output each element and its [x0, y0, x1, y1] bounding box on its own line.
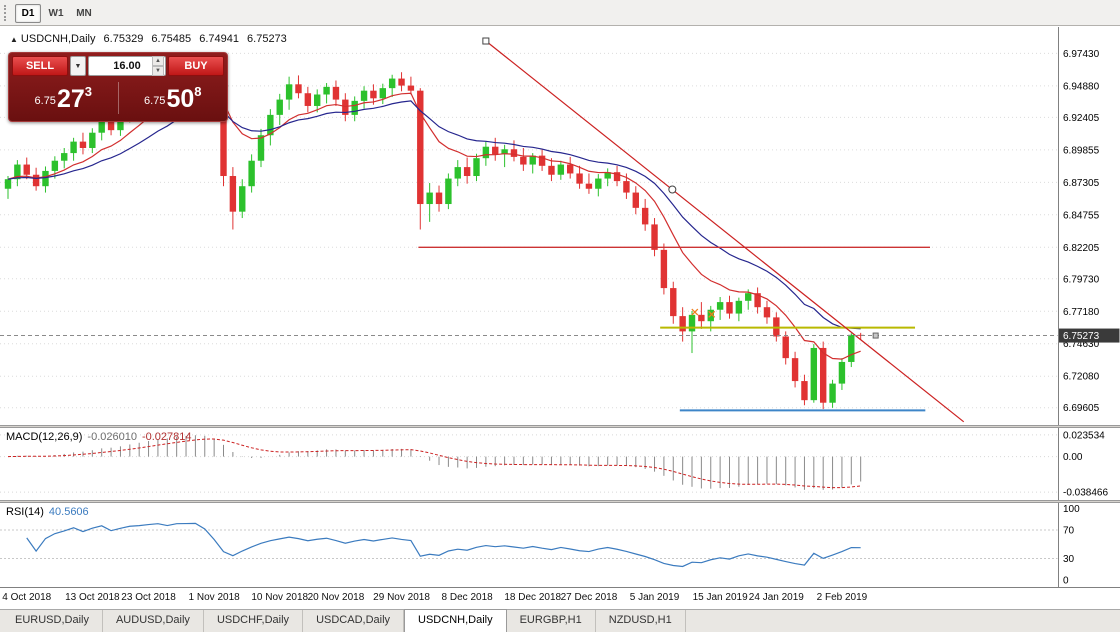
tab-eurgbp-h1[interactable]: EURGBP,H1 [507, 610, 596, 632]
buy-price-base: 6.75 [144, 94, 166, 107]
rsi-label: RSI(14) 40.5606 [6, 506, 89, 518]
tab-nzdusd-h1[interactable]: NZDUSD,H1 [596, 610, 686, 632]
svg-text:6.74630: 6.74630 [1063, 339, 1100, 350]
tab-usdchf-daily[interactable]: USDCHF,Daily [204, 610, 304, 632]
price-chart[interactable]: 6.97430 6.94880 6.92405 6.89855 6.87305 6.847… [0, 27, 1120, 425]
svg-text:70: 70 [1063, 526, 1075, 537]
tab-eurusd-daily[interactable]: EURUSD,Daily [2, 610, 103, 632]
chart-corner-label: ▲ USDCNH,Daily 6.75329 6.75485 6.74941 6.… [10, 33, 292, 45]
svg-text:6.69605: 6.69605 [1063, 403, 1100, 414]
svg-text:0.00: 0.00 [1063, 452, 1083, 463]
time-axis-label: 18 Dec 2018 [504, 592, 562, 603]
main-chart-panel: 6.97430 6.94880 6.92405 6.89855 6.87305 6.847… [0, 27, 1120, 425]
rsi-chart[interactable]: 100 70 30 0 [0, 503, 1120, 587]
sell-price-pipette: 3 [84, 83, 92, 99]
svg-text:6.72080: 6.72080 [1063, 372, 1100, 383]
lot-spinner: ▲ ▼ [152, 56, 164, 76]
svg-text:6.79730: 6.79730 [1063, 274, 1100, 285]
time-axis-label: 27 Dec 2018 [560, 592, 618, 603]
sell-price-pips: 27 [56, 84, 85, 113]
tab-audusd-daily[interactable]: AUDUSD,Daily [103, 610, 204, 632]
rsi-value: 40.5606 [48, 506, 89, 518]
ohlc-high: 6.75485 [151, 33, 192, 45]
chart-symbol-title: USDCNH,Daily [20, 33, 96, 45]
buy-price-pips: 50 [166, 84, 195, 113]
sell-price-display[interactable]: 6.75273 [9, 85, 118, 112]
one-click-trading-panel: SELL ▼ 16.00 ▲ ▼ BUY 6.75273 6.75508 [8, 52, 228, 122]
time-axis-label: 4 Oct 2018 [2, 592, 52, 603]
sell-button[interactable]: SELL [12, 56, 68, 76]
panel-splitter[interactable] [0, 425, 1120, 428]
time-axis-label: 2 Feb 2019 [816, 592, 868, 603]
lot-increase-button[interactable]: ▲ [152, 56, 164, 66]
macd-panel: 0.023534 0.00 -0.038466 MACD(12,26,9) -0.02… [0, 428, 1120, 500]
macd-signal-line [7, 438, 861, 489]
panel-splitter[interactable] [0, 500, 1120, 503]
tab-usdcnh-daily[interactable]: USDCNH,Daily [404, 609, 507, 632]
lot-size-field[interactable]: 16.00 ▲ ▼ [88, 56, 166, 76]
macd-chart[interactable]: 0.023534 0.00 -0.038466 [0, 428, 1120, 500]
trendline [485, 40, 965, 423]
trendline-handle [482, 37, 490, 45]
chevron-down-icon: ▼ [74, 62, 82, 70]
rsi-panel: 100 70 30 0 RSI(14) 40.5606 [0, 503, 1120, 587]
period-buttons-group: D1 W1 MN [14, 3, 98, 23]
period-button-w1[interactable]: W1 [43, 4, 69, 23]
time-axis[interactable]: 4 Oct 2018 13 Oct 2018 23 Oct 2018 1 Nov 20… [0, 587, 1120, 609]
macd-main-value: -0.026010 [87, 431, 137, 443]
lot-dropdown-button[interactable]: ▼ [70, 56, 86, 76]
ohlc-low: 6.74941 [199, 33, 239, 45]
trade-panel-divider [117, 82, 119, 114]
time-axis-label: 8 Dec 2018 [441, 592, 493, 603]
period-button-mn[interactable]: MN [71, 4, 97, 23]
lot-decrease-button[interactable]: ▼ [152, 66, 164, 76]
tab-usdcad-daily[interactable]: USDCAD,Daily [303, 610, 405, 632]
trendline-handle [668, 185, 677, 194]
svg-text:-0.038466: -0.038466 [1063, 488, 1108, 499]
time-axis-label: 15 Jan 2019 [692, 592, 748, 603]
svg-text:6.82205: 6.82205 [1063, 243, 1100, 254]
svg-text:0: 0 [1063, 575, 1069, 586]
svg-text:100: 100 [1063, 504, 1080, 515]
lot-size-value: 16.00 [113, 60, 141, 72]
svg-text:6.77180: 6.77180 [1063, 307, 1100, 318]
time-axis-label: 10 Nov 2018 [251, 592, 309, 603]
period-button-d1[interactable]: D1 [15, 3, 41, 23]
price-tag [1059, 328, 1120, 343]
buy-button[interactable]: BUY [168, 56, 224, 76]
svg-text:0.023534: 0.023534 [1063, 430, 1105, 441]
svg-text:6.75273: 6.75273 [1063, 331, 1100, 342]
ohlc-open: 6.75329 [103, 33, 144, 45]
timeframe-toolbar: D1 W1 MN [0, 0, 1120, 26]
svg-text:30: 30 [1063, 554, 1075, 565]
time-axis-label: 5 Jan 2019 [629, 592, 680, 603]
svg-text:6.87305: 6.87305 [1063, 178, 1100, 189]
svg-text:6.89855: 6.89855 [1063, 145, 1100, 156]
buy-price-pipette: 8 [194, 83, 202, 99]
ohlc-close: 6.75273 [247, 33, 287, 45]
time-axis-label: 29 Nov 2018 [373, 592, 430, 603]
buy-price-display[interactable]: 6.75508 [119, 85, 228, 112]
symbol-marker-icon: ▲ [10, 35, 18, 44]
svg-text:6.92405: 6.92405 [1063, 113, 1100, 124]
toolbar-drag-handle[interactable] [4, 4, 9, 21]
time-axis-label: 24 Jan 2019 [748, 592, 804, 603]
svg-text:6.94880: 6.94880 [1063, 81, 1100, 92]
time-axis-label: 20 Nov 2018 [307, 592, 365, 603]
macd-signal-value: -0.027814 [141, 431, 192, 443]
rsi-line [26, 522, 861, 568]
sell-price-base: 6.75 [34, 94, 56, 107]
chart-tab-bar: EURUSD,Daily AUDUSD,Daily USDCHF,Daily USDC… [0, 609, 1120, 632]
time-axis-label: 1 Nov 2018 [188, 592, 240, 603]
macd-label: MACD(12,26,9) -0.026010 -0.027814 [6, 431, 192, 443]
svg-text:6.97430: 6.97430 [1063, 49, 1100, 60]
time-axis-label: 13 Oct 2018 [65, 592, 120, 603]
time-axis-label: 23 Oct 2018 [121, 592, 176, 603]
svg-text:6.84755: 6.84755 [1063, 210, 1100, 221]
